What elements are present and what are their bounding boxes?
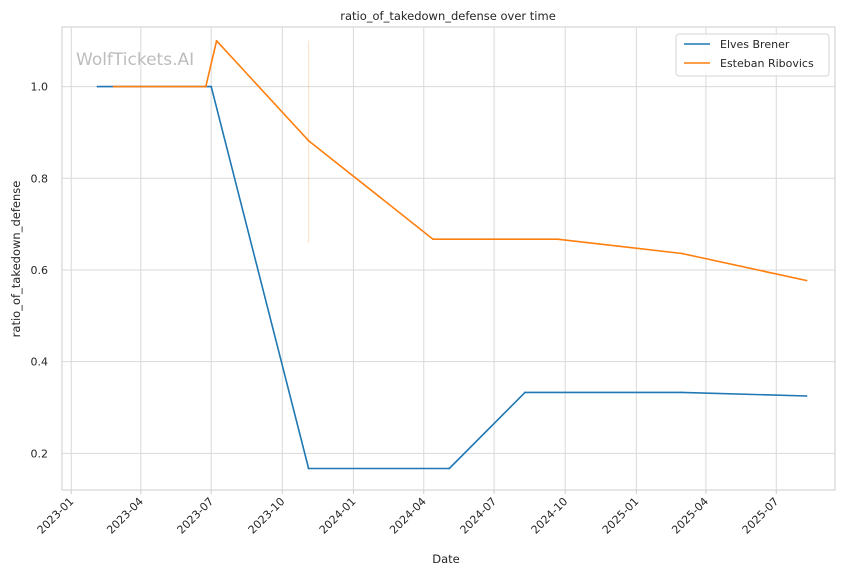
x-tick-label: 2024-04 (387, 495, 429, 537)
legend-box (675, 33, 830, 77)
legend-label-elves-brener: Elves Brener (720, 38, 790, 51)
legend-label-esteban-ribovics: Esteban Ribovics (720, 57, 814, 70)
x-tick-label: 2024-07 (458, 495, 500, 537)
x-tick-label: 2023-04 (104, 495, 146, 537)
series-layer (96, 39, 808, 470)
data-point-esteban-ribovics (556, 238, 559, 241)
data-point-esteban-ribovics (432, 238, 434, 241)
data-point-elves-brener (210, 85, 213, 88)
legend: Elves Brener Esteban Ribovics (675, 33, 830, 77)
x-tick-label: 2024-10 (529, 495, 571, 537)
data-point-esteban-ribovics (112, 85, 115, 88)
grid (62, 27, 835, 490)
data-point-esteban-ribovics (307, 139, 310, 142)
x-tick-label: 2024-01 (317, 495, 359, 537)
data-point-elves-brener (96, 85, 99, 88)
x-tick-label: 2023-01 (35, 495, 77, 537)
data-point-esteban-ribovics (215, 39, 218, 42)
data-point-elves-brener (448, 467, 451, 470)
data-point-esteban-ribovics (805, 279, 808, 282)
data-point-elves-brener (805, 395, 808, 397)
y-tick-label: 0.6 (31, 264, 49, 277)
x-tick-label: 2023-07 (175, 495, 217, 537)
x-axis-label: Date (432, 552, 460, 566)
y-tick-label: 0.2 (31, 447, 49, 460)
y-tick-label: 1.0 (31, 81, 49, 94)
data-point-esteban-ribovics (681, 252, 683, 255)
data-point-esteban-ribovics (204, 85, 207, 88)
y-tick-label: 0.8 (31, 172, 49, 185)
y-tick-label: 0.4 (31, 356, 49, 369)
chart-title: ratio_of_takedown_defense over time (340, 9, 556, 23)
x-tick-label: 2023-10 (246, 495, 288, 537)
series-line-esteban-ribovics (113, 39, 808, 282)
data-point-elves-brener (307, 467, 310, 470)
x-tick-label: 2025-01 (600, 495, 642, 537)
data-point-elves-brener (524, 391, 526, 394)
y-axis-ticks: 0.2 0.4 0.6 0.8 1.0 (31, 81, 49, 461)
x-axis-ticks: 2023-01 2023-04 2023-07 2023-10 2024-01 2024-… (35, 490, 782, 537)
watermark: WolfTickets.AI (76, 50, 194, 70)
y-axis-label: ratio_of_takedown_defense (9, 181, 23, 338)
plot-area (61, 26, 836, 491)
data-point-elves-brener (681, 391, 683, 394)
x-tick-label: 2025-04 (669, 495, 711, 537)
x-tick-label: 2025-07 (740, 495, 782, 537)
